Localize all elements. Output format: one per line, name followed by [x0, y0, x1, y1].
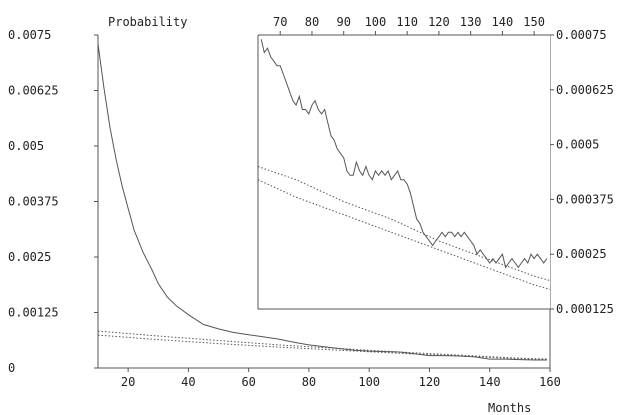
inset-series-line-3 — [257, 179, 551, 290]
x-tick-label: 80 — [302, 375, 316, 389]
y-tick-label: 0 — [8, 361, 15, 375]
main-series-line-2 — [97, 330, 548, 360]
inset-y-tick-label: 0.00025 — [556, 247, 607, 261]
inset-plot: 70 80 90 100 110 120 130 140 150 0.000125 0.00025 0… — [257, 15, 614, 316]
x-tick-label: 140 — [479, 375, 501, 389]
main-plot: 0 0.00125 0.0025 0.00375 0.005 0.00625 0.0075 2… — [8, 28, 561, 389]
inset-x-tick-label: 140 — [492, 15, 514, 29]
x-tick-label: 160 — [539, 375, 561, 389]
inset-x-tick-label: 110 — [396, 15, 418, 29]
inset-y-tick-label: 0.0005 — [556, 138, 599, 152]
x-tick-label: 120 — [419, 375, 441, 389]
y-tick-label: 0.00375 — [8, 195, 59, 209]
x-tick-label: 100 — [358, 375, 380, 389]
inset-axes — [257, 34, 550, 310]
y-axis-title: Probability — [108, 15, 187, 29]
inset-series-line-1 — [260, 39, 548, 269]
x-axis-title: Months — [488, 401, 531, 415]
inset-x-tick-label: 120 — [428, 15, 450, 29]
inset-x-tick-label: 80 — [305, 15, 319, 29]
x-tick-label: 40 — [181, 375, 195, 389]
inset-y-tick-label: 0.00075 — [556, 28, 607, 42]
inset-x-tick-label: 100 — [365, 15, 387, 29]
main-series-line-3 — [97, 334, 548, 361]
y-tick-label: 0.0075 — [8, 28, 51, 42]
inset-series-line-2 — [257, 166, 551, 281]
y-tick-label: 0.00125 — [8, 306, 59, 320]
inset-x-tick-label: 90 — [336, 15, 350, 29]
inset-y-tick-label: 0.000625 — [556, 83, 614, 97]
inset-y-tick-label: 0.000125 — [556, 302, 614, 316]
inset-x-tick-label: 130 — [460, 15, 482, 29]
inset-x-tick-label: 70 — [273, 15, 287, 29]
inset-background — [258, 35, 550, 309]
y-tick-label: 0.0025 — [8, 250, 51, 264]
inset-y-tick-label: 0.000375 — [556, 192, 614, 206]
x-tick-label: 20 — [121, 375, 135, 389]
x-tick-label: 60 — [241, 375, 255, 389]
y-tick-label: 0.005 — [8, 139, 44, 153]
main-series-line-1 — [97, 43, 547, 361]
inset-x-tick-label: 150 — [523, 15, 545, 29]
y-tick-label: 0.00625 — [8, 84, 59, 98]
